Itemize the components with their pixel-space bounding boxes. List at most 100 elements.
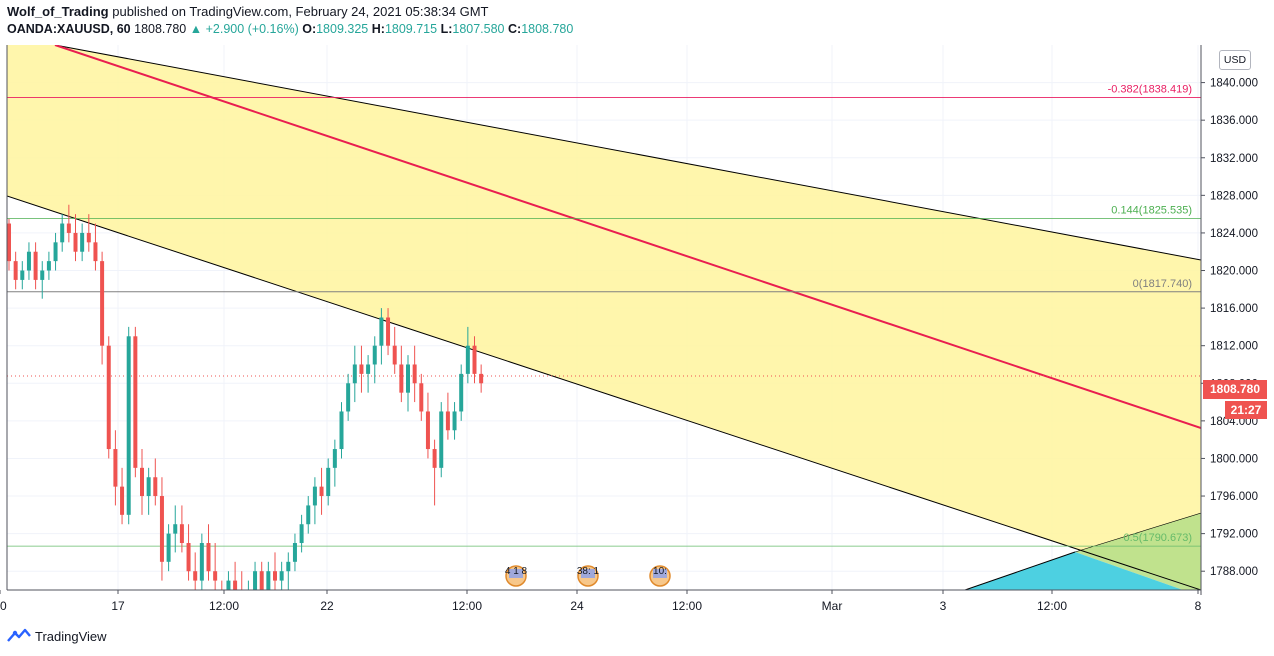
x-tick-label: 24: [570, 599, 584, 613]
candle-body: [93, 242, 98, 262]
candle-body: [439, 411, 444, 468]
candle-body: [352, 364, 357, 384]
channel-upper-line: [54, 45, 1201, 261]
x-tick-label: 12:00: [209, 599, 239, 613]
candle-body: [213, 571, 218, 581]
candle-body: [199, 543, 204, 581]
candle-body: [445, 411, 450, 431]
candle-body: [459, 373, 464, 412]
high-value: 1809.715: [384, 22, 438, 36]
candle-body: [100, 261, 105, 346]
event-marker: 10:: [649, 565, 671, 587]
x-tick-label: 10: [0, 599, 7, 613]
candle-body: [253, 571, 258, 590]
candle-body: [20, 270, 25, 280]
candle-body: [113, 449, 118, 487]
fib-level-label: -0.382(1838.419): [1108, 83, 1192, 95]
candle-body: [206, 543, 211, 572]
x-tick-label: 3: [940, 599, 947, 613]
tradingview-logo-icon: [7, 628, 31, 642]
candle-body: [246, 590, 250, 599]
candle-body: [273, 571, 277, 581]
candle-body: [233, 580, 238, 590]
y-tick-label: 1796.000: [1210, 491, 1258, 503]
candle-body: [372, 345, 377, 365]
publish-text: published on TradingView.com, February 2…: [112, 4, 489, 19]
candle-body: [140, 467, 144, 497]
candle-body: [286, 561, 291, 572]
cyan-edge-line: [964, 551, 1076, 590]
candle-body: [86, 232, 91, 243]
price-change: +2.900 (+0.16%): [205, 22, 299, 36]
candle-body: [146, 477, 151, 497]
symbol-label: OANDA:XAUUSD, 60: [7, 22, 131, 36]
candle-body: [479, 373, 484, 384]
candle-body: [379, 317, 384, 346]
ohlc-legend: OANDA:XAUUSD, 60 1808.780 ▲ +2.900 (+0.1…: [7, 22, 573, 36]
candle-body: [179, 524, 184, 544]
event-label: 4 1 8: [505, 566, 528, 577]
event-marker: 38: 1: [577, 565, 600, 587]
footer-brand[interactable]: TradingView: [7, 628, 107, 644]
candle-body: [66, 223, 71, 233]
x-tick-label: 12:00: [452, 599, 482, 613]
candle-body: [133, 336, 138, 468]
candle-body: [399, 364, 404, 393]
y-tick-label: 1828.000: [1210, 190, 1258, 202]
candle-body: [279, 571, 284, 581]
candle-body: [166, 533, 171, 562]
candle-body: [465, 345, 470, 374]
candle-body: [266, 571, 271, 590]
candle-body: [40, 270, 45, 280]
candle-body: [53, 242, 58, 262]
current-price-tag: 1808.780: [1203, 380, 1267, 399]
candle-body: [33, 251, 38, 280]
candle-body: [26, 251, 31, 271]
x-tick-label: 17: [111, 599, 125, 613]
candle-body: [346, 383, 351, 412]
y-tick-label: 1812.000: [1210, 341, 1258, 353]
green-edge-line: [1074, 512, 1201, 553]
last-price: 1808.780: [134, 22, 187, 36]
candle-body: [425, 411, 430, 450]
event-marker: 4 1 8: [505, 565, 528, 587]
candle-body: [80, 232, 85, 252]
channel-center-line: [54, 45, 1201, 429]
candle-body: [220, 590, 224, 599]
y-tick-label: 1840.000: [1210, 78, 1258, 90]
candle-body: [106, 345, 111, 450]
candle-body: [226, 580, 231, 590]
candle-body: [186, 543, 191, 572]
y-tick-label: 1800.000: [1210, 453, 1258, 465]
green-zone: [1075, 513, 1201, 590]
candle-body: [419, 383, 424, 412]
candle-body: [126, 336, 131, 515]
currency-button[interactable]: USD: [1219, 50, 1251, 70]
candle-body: [366, 364, 371, 374]
candle-body: [159, 496, 164, 562]
x-tick-label: Mar: [822, 599, 843, 613]
fib-level-label: 0.144(1825.535): [1111, 205, 1192, 217]
flag-stripes: [581, 569, 595, 578]
candle-body: [472, 345, 477, 374]
candle-body: [319, 486, 324, 497]
x-tick-label: 12:00: [672, 599, 702, 613]
candle-body: [153, 477, 158, 497]
event-label: 38: 1: [577, 566, 600, 577]
plot-area: -0.382(1838.419) 0.144(1825.535) 0(1817.74…: [7, 45, 1201, 599]
flag-stripes: [653, 569, 667, 578]
y-tick-label: 1792.000: [1210, 529, 1258, 541]
brand-text: TradingView: [35, 628, 107, 644]
candle-body: [452, 411, 457, 431]
author-name[interactable]: Wolf_of_Trading: [7, 4, 109, 19]
candle-body: [73, 232, 78, 252]
candle-body: [60, 223, 65, 243]
candle-body: [299, 524, 304, 544]
low-label: L:: [440, 22, 453, 36]
candle-body: [240, 590, 244, 599]
close-value: 1808.780: [521, 22, 574, 36]
channel-fill: [7, 45, 1201, 590]
candle-body: [406, 364, 410, 393]
open-label: O:: [302, 22, 317, 36]
